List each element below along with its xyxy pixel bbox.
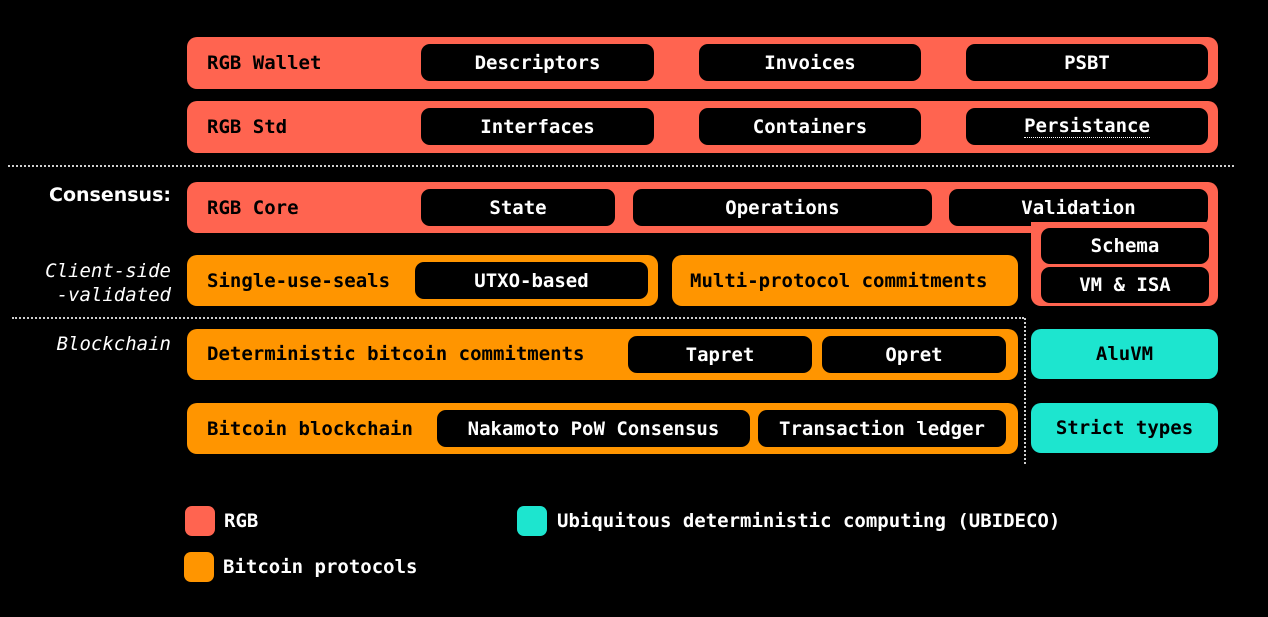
divider-vertical (1024, 318, 1026, 464)
rgb-core-label: RGB Core (207, 197, 299, 219)
strict-types-label: Strict types (1055, 417, 1194, 439)
state-box: State (421, 189, 615, 226)
legend-rgb-label: RGB (224, 510, 259, 532)
rgb-core-layer: RGB Core State Operations Validation (187, 182, 1218, 233)
persistance-text: Persistance (1024, 115, 1150, 138)
aluvm-box: AluVM (1031, 329, 1218, 379)
schema-box: Schema (1041, 228, 1209, 264)
mpc-label: Multi-protocol commitments (690, 270, 988, 292)
invoices-box: Invoices (699, 44, 921, 81)
operations-box: Operations (633, 189, 932, 226)
rgb-core-extension: Schema VM & ISA (1031, 222, 1218, 306)
bitcoin-blockchain-label: Bitcoin blockchain (207, 418, 413, 440)
divider-middle (12, 317, 1024, 319)
blockchain-label: Blockchain (56, 333, 171, 355)
legend-rgb-swatch (185, 506, 215, 536)
client-side-label-line2: -validated (56, 284, 171, 306)
legend-ubideco-swatch (517, 506, 547, 536)
consensus-label: Consensus: (49, 184, 171, 206)
rgb-std-label: RGB Std (207, 116, 288, 138)
strict-types-box: Strict types (1031, 403, 1218, 453)
tapret-box: Tapret (628, 336, 812, 373)
containers-box: Containers (699, 108, 921, 145)
bitcoin-blockchain-layer: Bitcoin blockchain Nakamoto PoW Consensu… (187, 403, 1018, 454)
vm-isa-box: VM & ISA (1041, 267, 1209, 303)
aluvm-label: AluVM (1095, 343, 1154, 365)
legend-ubideco-label: Ubiquitous deterministic computing (UBID… (557, 510, 1061, 532)
nakamoto-pow-box: Nakamoto PoW Consensus (437, 410, 750, 447)
single-use-seals-label: Single-use-seals (207, 270, 391, 292)
descriptors-box: Descriptors (421, 44, 654, 81)
divider-top (8, 165, 1234, 167)
validation-box: Validation (949, 189, 1208, 226)
legend-bitcoin-label: Bitcoin protocols (223, 556, 418, 578)
transaction-ledger-box: Transaction ledger (758, 410, 1006, 447)
interfaces-box: Interfaces (421, 108, 654, 145)
rgb-wallet-layer: RGB Wallet Descriptors Invoices PSBT (187, 37, 1218, 89)
legend-bitcoin-swatch (184, 552, 214, 582)
dbc-label: Deterministic bitcoin commitments (207, 343, 585, 365)
client-side-label-line1: Client-side (45, 260, 171, 282)
opret-box: Opret (822, 336, 1006, 373)
rgb-wallet-label: RGB Wallet (207, 52, 322, 74)
rgb-std-layer: RGB Std Interfaces Containers Persistanc… (187, 101, 1218, 153)
utxo-based-box: UTXO-based (415, 262, 648, 299)
dbc-layer: Deterministic bitcoin commitments Tapret… (187, 329, 1018, 380)
persistance-box: Persistance (966, 108, 1208, 145)
single-use-seals-layer: Single-use-seals UTXO-based (187, 255, 658, 306)
mpc-layer: Multi-protocol commitments (672, 255, 1018, 306)
psbt-box: PSBT (966, 44, 1208, 81)
